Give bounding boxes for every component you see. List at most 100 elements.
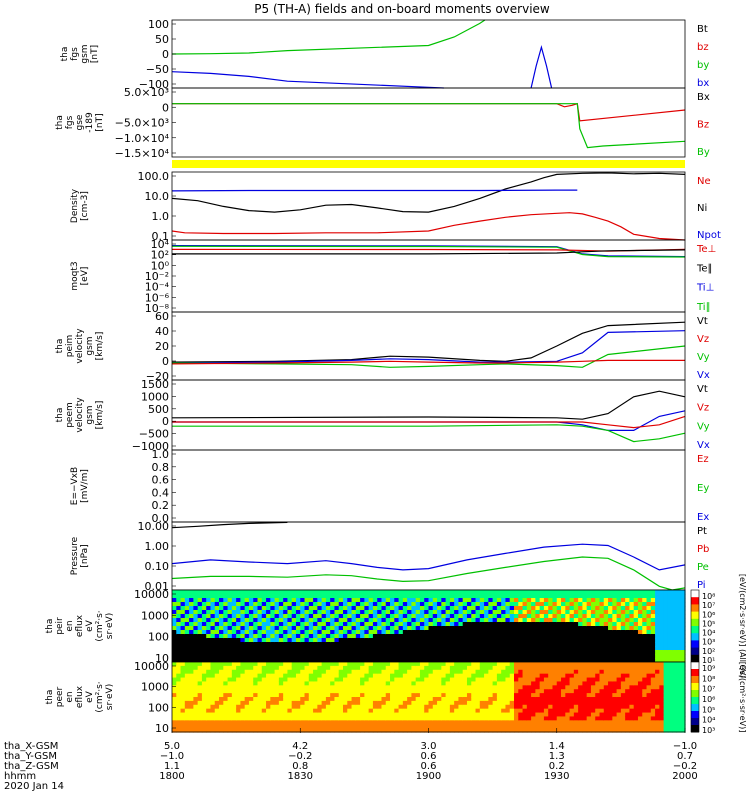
- heatmap-cell: [201, 642, 207, 647]
- heatmap-cell: [633, 642, 639, 647]
- heatmap-cell: [372, 693, 378, 698]
- heatmap-cell: [484, 634, 489, 639]
- heatmap-cell: [219, 594, 224, 599]
- heatmap-cell: [561, 590, 566, 595]
- heatmap-cell: [569, 700, 575, 706]
- heatmap-cell: [492, 658, 498, 663]
- heatmap-cell: [210, 614, 216, 619]
- heatmap-cell: [338, 638, 344, 643]
- heatmap-cell: [424, 642, 430, 647]
- heatmap-cell: [176, 716, 182, 721]
- heatmap-cell: [419, 642, 425, 647]
- heatmap-cell: [454, 700, 460, 706]
- heatmap-cell: [676, 658, 682, 663]
- heatmap-cell: [308, 638, 314, 643]
- heatmap-cell: [313, 685, 318, 690]
- heatmap-cell: [595, 673, 601, 679]
- y-axis-label: sr·eV): [105, 613, 115, 639]
- heatmap-cell: [351, 708, 357, 714]
- heatmap-cell: [300, 724, 306, 729]
- heatmap-cell: [214, 665, 220, 671]
- heatmap-cell: [539, 697, 545, 702]
- heatmap-cell: [475, 724, 481, 729]
- heatmap-cell: [351, 598, 357, 603]
- heatmap-cell: [360, 610, 365, 615]
- heatmap-cell: [270, 618, 276, 623]
- heatmap-cell: [612, 630, 618, 635]
- heatmap-cell: [475, 602, 481, 607]
- heatmap-cell: [295, 662, 301, 667]
- heatmap-cell: [471, 618, 477, 623]
- heatmap-cell: [304, 704, 310, 710]
- heatmap-cell: [223, 673, 229, 679]
- heatmap-cell: [475, 618, 481, 623]
- heatmap-cell: [616, 606, 622, 611]
- heatmap-cell: [377, 602, 383, 607]
- heatmap-cell: [432, 693, 438, 698]
- y-axis-label: tha: [55, 115, 65, 130]
- heatmap-cell: [590, 598, 596, 603]
- heatmap-cell: [573, 642, 579, 647]
- heatmap-cell: [372, 724, 378, 729]
- y-axis-label: eflux: [75, 614, 85, 637]
- heatmap-cell: [650, 724, 656, 729]
- heatmap-cell: [492, 638, 498, 643]
- heatmap-cell: [398, 662, 404, 667]
- heatmap-cell: [471, 594, 477, 599]
- heatmap-cell: [565, 602, 571, 607]
- heatmap-cell: [642, 598, 648, 603]
- heatmap-cell: [308, 606, 314, 611]
- heatmap-cell: [317, 704, 323, 710]
- heatmap-cell: [321, 614, 327, 619]
- heatmap-cell: [432, 665, 438, 671]
- heatmap-cell: [257, 630, 263, 635]
- heatmap-cell: [565, 673, 571, 679]
- legend-entry-vz: Vz: [697, 403, 709, 414]
- heatmap-cell: [261, 728, 267, 733]
- heatmap-cell: [531, 689, 536, 694]
- heatmap-cell: [274, 720, 280, 725]
- heatmap-cell: [620, 634, 626, 639]
- heatmap-cell: [304, 618, 310, 623]
- heatmap-cell: [274, 594, 280, 599]
- heatmap-cell: [343, 693, 348, 698]
- heatmap-cell: [561, 646, 566, 651]
- heatmap-cell: [629, 614, 635, 619]
- heatmap-cell: [184, 650, 190, 655]
- heatmap-cell: [603, 704, 609, 710]
- heatmap-cell: [625, 650, 631, 655]
- heatmap-cell: [176, 708, 182, 714]
- heatmap-cell: [441, 634, 447, 639]
- heatmap-cell: [514, 728, 519, 733]
- heatmap-cell: [492, 669, 498, 675]
- heatmap-cell: [599, 712, 605, 718]
- heatmap-cell: [308, 626, 314, 631]
- heatmap-cell: [351, 634, 357, 639]
- heatmap-cell: [231, 610, 237, 615]
- heatmap-cell: [650, 673, 656, 679]
- heatmap-cell: [321, 626, 327, 631]
- heatmap-cell: [343, 598, 348, 603]
- heatmap-cell: [206, 724, 212, 729]
- heatmap-cell: [419, 638, 425, 643]
- heatmap-cell: [633, 724, 639, 729]
- heatmap-cell: [501, 630, 507, 635]
- y-tick-label: 10⁻⁸: [145, 302, 170, 315]
- heatmap-cell: [415, 712, 421, 718]
- heatmap-cell: [300, 665, 306, 671]
- heatmap-cell: [569, 704, 575, 710]
- heatmap-cell: [586, 677, 592, 683]
- heatmap-cell: [680, 712, 686, 718]
- heatmap-cell: [308, 677, 314, 683]
- heatmap-cell: [603, 622, 609, 627]
- heatmap-cell: [278, 700, 284, 706]
- heatmap-cell: [475, 697, 481, 702]
- heatmap-cell: [595, 658, 601, 663]
- heatmap-cell: [407, 700, 412, 706]
- heatmap-cell: [522, 697, 528, 702]
- heatmap-cell: [291, 720, 297, 725]
- heatmap-cell: [663, 614, 669, 619]
- heatmap-cell: [484, 700, 489, 706]
- heatmap-cell: [381, 590, 387, 595]
- heatmap-cell: [278, 622, 284, 627]
